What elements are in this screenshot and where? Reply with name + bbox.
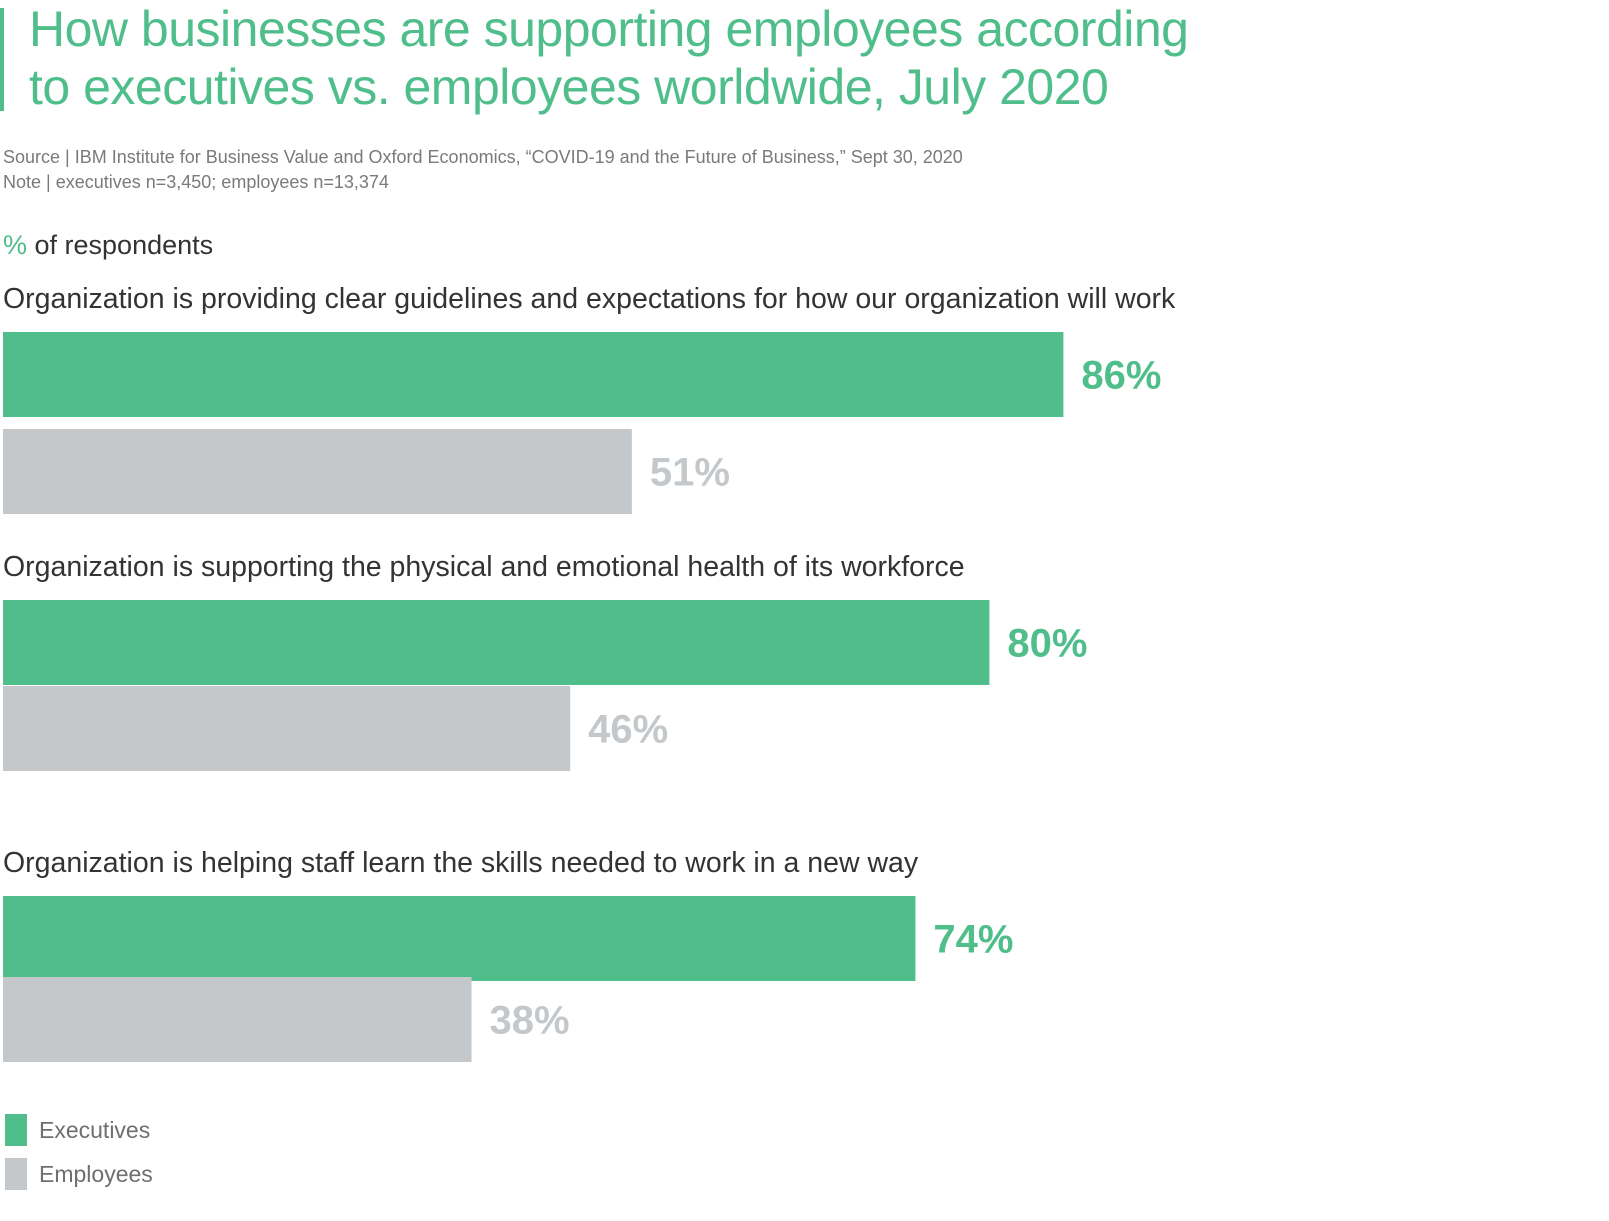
bar-employees [3, 686, 571, 771]
bar-executives [3, 332, 1064, 417]
legend-label-employees: Employees [39, 1161, 153, 1187]
unit-symbol: % [3, 230, 28, 260]
chart-title-line-2: to executives vs. employees worldwide, J… [29, 59, 1109, 115]
data-label-executives: 74% [933, 918, 1013, 962]
legend-label-executives: Executives [39, 1117, 151, 1143]
legend-swatch-employees [5, 1158, 27, 1190]
data-label-employees: 51% [650, 451, 730, 495]
data-label-employees: 46% [588, 708, 668, 752]
title-accent-bar [0, 8, 4, 111]
unit-text: of respondents [27, 230, 214, 260]
bar-executives [3, 896, 916, 981]
category-label: Organization is supporting the physical … [3, 551, 965, 583]
data-label-employees: 38% [490, 999, 570, 1043]
source-note: Source | IBM Institute for Business Valu… [3, 147, 963, 167]
data-label-executives: 86% [1081, 354, 1161, 398]
bar-employees [3, 429, 632, 514]
chart-title-line-1: How businesses are supporting employees … [29, 1, 1189, 57]
category-label: Organization is providing clear guidelin… [3, 283, 1176, 315]
bar-employees [3, 977, 472, 1062]
bar-executives [3, 600, 990, 685]
category-label: Organization is helping staff learn the … [3, 847, 919, 879]
sample-note: Note | executives n=3,450; employees n=1… [3, 172, 389, 192]
bar-chart: Organization is providing clear guidelin… [3, 283, 1176, 1062]
unit-label: % of respondents [3, 228, 213, 262]
legend-swatch-executives [5, 1114, 27, 1146]
chart-title: How businesses are supporting employees … [29, 0, 1429, 116]
data-label-executives: 80% [1007, 622, 1087, 666]
